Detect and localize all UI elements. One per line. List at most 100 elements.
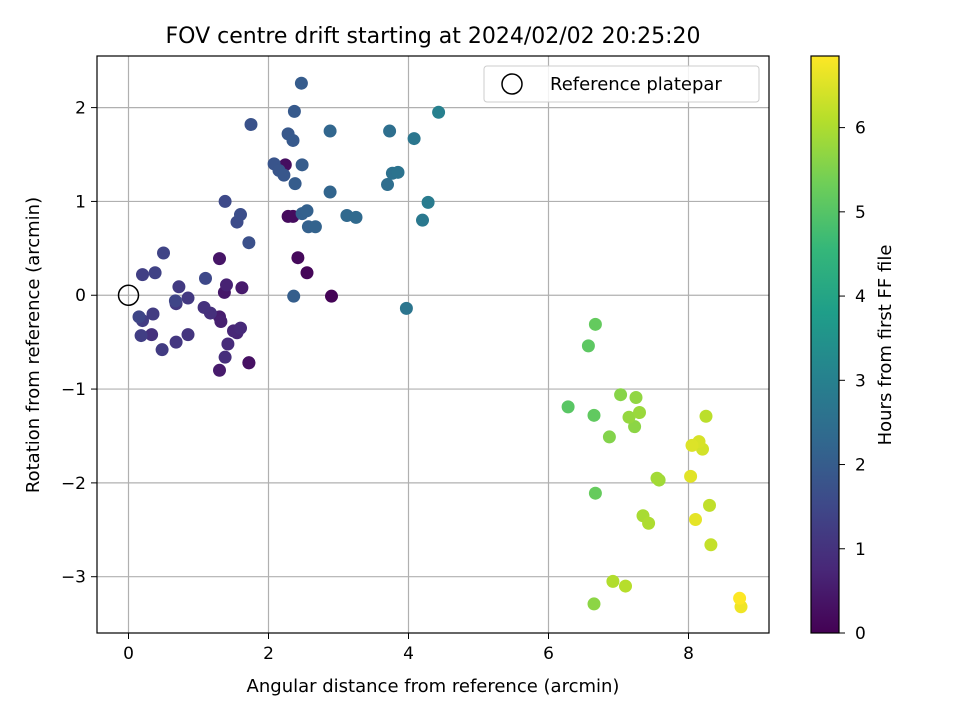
data-point — [213, 363, 226, 377]
y-tick-label: −1 — [61, 380, 86, 400]
data-point — [146, 307, 160, 321]
colorbar-tick-label: 1 — [855, 540, 866, 560]
y-tick-label: −2 — [61, 474, 86, 494]
reference-marker-layer — [117, 284, 140, 306]
data-point — [629, 391, 643, 405]
x-axis-ticks: 0 2 4 6 8 — [123, 633, 694, 664]
data-point — [218, 194, 232, 208]
data-point — [561, 400, 575, 414]
y-tick-label: 1 — [75, 192, 86, 212]
data-point — [136, 268, 149, 282]
x-tick-label: 6 — [543, 644, 554, 664]
legend-reference-marker — [501, 73, 523, 95]
data-point — [432, 105, 446, 119]
data-point — [300, 266, 314, 280]
data-point — [381, 178, 394, 192]
data-point — [218, 350, 232, 364]
data-point — [242, 356, 256, 370]
data-point — [685, 438, 699, 452]
data-point — [622, 410, 636, 424]
data-point — [199, 271, 212, 285]
colorbar-tick-label: 4 — [855, 287, 866, 307]
data-points — [132, 76, 748, 614]
data-point — [300, 204, 314, 218]
data-point — [606, 574, 620, 588]
data-point — [157, 246, 170, 260]
data-point — [323, 124, 337, 138]
data-point — [699, 409, 713, 423]
data-point — [704, 538, 718, 552]
data-point — [244, 117, 258, 131]
data-point — [169, 335, 183, 349]
colorbar — [810, 55, 840, 634]
data-point — [581, 339, 595, 353]
data-point — [733, 591, 747, 605]
data-point — [642, 516, 656, 530]
data-point — [155, 343, 169, 357]
data-point — [587, 408, 601, 422]
data-point — [407, 132, 421, 146]
data-point — [703, 498, 716, 512]
plot-area-frame — [96, 55, 770, 634]
data-point — [220, 278, 233, 292]
colorbar-tick-label: 5 — [855, 203, 866, 223]
data-point — [383, 124, 397, 138]
data-point — [286, 133, 300, 147]
data-point — [132, 310, 146, 324]
data-point — [134, 329, 148, 343]
data-point — [181, 328, 195, 342]
data-point — [588, 486, 602, 500]
data-point — [325, 289, 338, 303]
data-point — [242, 236, 256, 250]
data-point — [287, 289, 301, 303]
data-point — [587, 597, 601, 611]
data-point — [172, 280, 186, 294]
data-point — [619, 579, 632, 593]
y-tick-label: 2 — [75, 99, 86, 119]
y-axis-label: Rotation from reference (arcmin) — [23, 197, 44, 493]
data-point — [421, 195, 435, 209]
data-point — [684, 469, 698, 483]
y-tick-label: 0 — [75, 286, 86, 306]
data-point — [287, 104, 301, 118]
data-point — [399, 301, 413, 315]
colorbar-ticks: 0 1 2 3 4 5 6 — [839, 119, 866, 644]
data-point — [181, 291, 195, 305]
x-tick-label: 2 — [263, 644, 274, 664]
colorbar-tick-label: 3 — [855, 371, 866, 391]
chart-title: FOV centre drift starting at 2024/02/02 … — [166, 24, 701, 49]
data-point — [295, 158, 309, 172]
legend: Reference platepar — [483, 65, 760, 103]
colorbar-tick-label: 0 — [855, 624, 866, 644]
colorbar-tick-label: 6 — [855, 119, 866, 139]
data-point — [291, 251, 305, 265]
x-tick-label: 8 — [683, 644, 694, 664]
y-tick-label: −3 — [61, 568, 86, 588]
data-point — [148, 266, 162, 280]
data-point — [689, 512, 702, 526]
data-point — [588, 317, 602, 331]
data-point — [235, 281, 249, 295]
data-point — [349, 210, 363, 224]
data-point — [221, 337, 235, 351]
colorbar-label: Hours from first FF file — [875, 245, 896, 446]
x-axis-label: Angular distance from reference (arcmin) — [247, 676, 620, 697]
data-point — [628, 420, 642, 434]
data-point — [602, 430, 616, 444]
data-point — [614, 388, 628, 402]
data-point — [234, 208, 247, 222]
data-point — [213, 252, 226, 266]
reference-platepar-marker — [117, 284, 140, 306]
data-point — [168, 294, 182, 308]
data-point — [391, 165, 405, 179]
data-point — [650, 471, 664, 485]
data-point — [288, 177, 302, 191]
data-point — [308, 220, 322, 234]
data-point — [214, 315, 228, 329]
data-point — [277, 168, 291, 182]
data-point — [234, 321, 247, 335]
y-axis-ticks: −3 −2 −1 0 1 2 — [61, 99, 97, 588]
x-tick-label: 4 — [403, 644, 414, 664]
